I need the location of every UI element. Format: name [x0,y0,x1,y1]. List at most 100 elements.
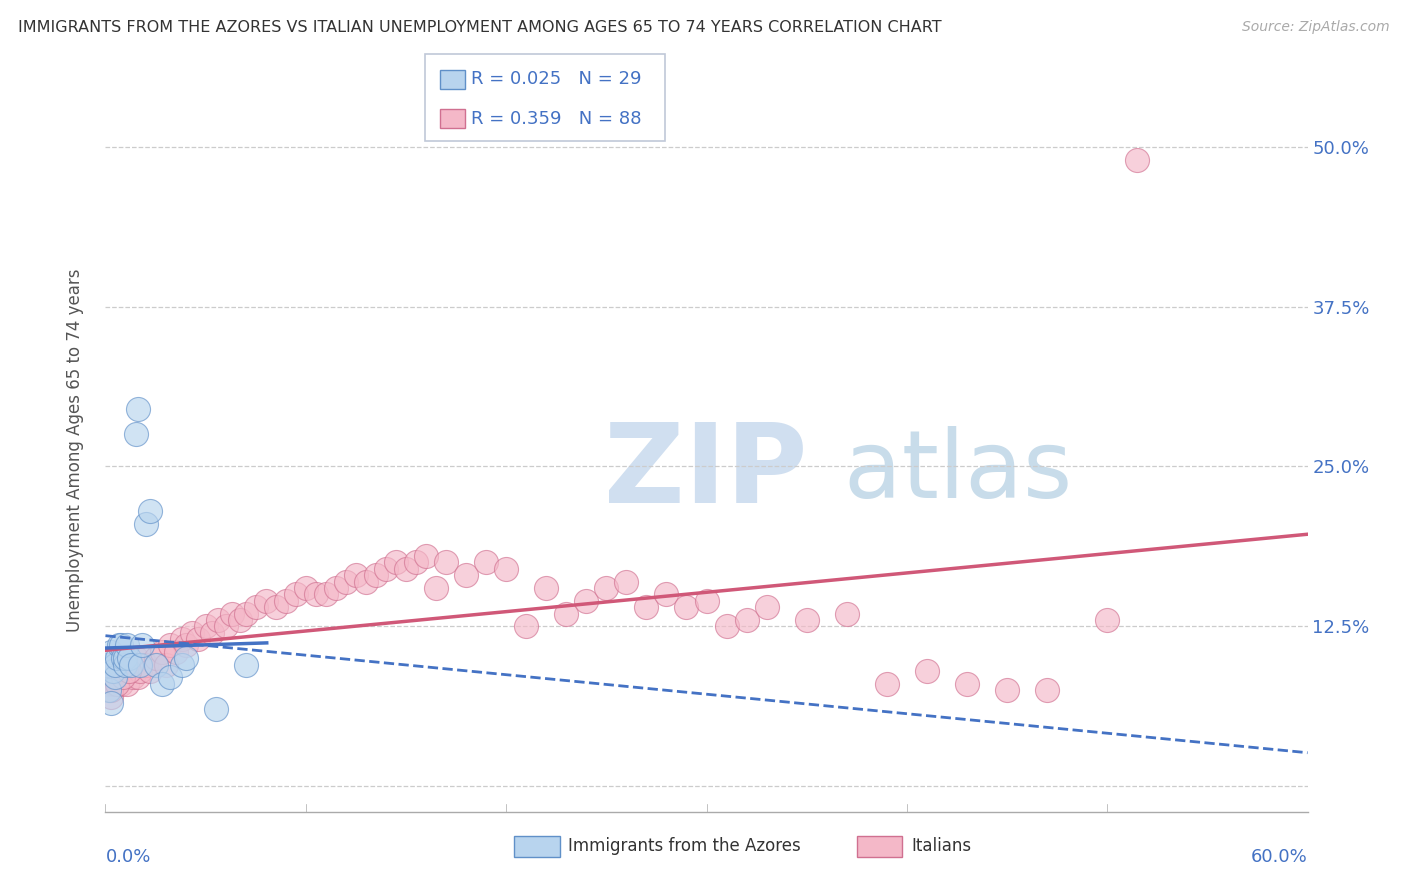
Point [100,696,122,710]
Point [475,555,498,569]
Point [98,683,121,698]
Point [1126,153,1149,167]
Point [118,664,141,678]
Point [108,639,131,653]
Point [124,651,146,665]
Point [1036,683,1059,698]
Point [274,593,297,607]
Point [796,613,818,627]
Text: 0.0%: 0.0% [105,847,150,865]
Point [100,645,122,659]
Point [124,427,146,442]
Point [118,651,141,665]
Point [214,619,236,633]
Point [104,670,127,684]
Point [456,568,478,582]
Point [425,581,447,595]
Point [110,639,132,653]
Point [117,677,139,691]
Point [180,625,202,640]
Point [344,568,367,582]
Point [221,607,243,621]
Point [716,619,738,633]
Point [107,677,129,691]
Text: atlas: atlas [605,426,1073,518]
Point [755,600,778,615]
Text: R = 0.025   N = 29: R = 0.025 N = 29 [471,70,641,88]
Point [112,651,135,665]
Point [1097,613,1119,627]
Point [155,657,177,672]
Point [128,664,150,678]
Point [121,657,143,672]
Y-axis label: Unemployment Among Ages 65 to 74 years: Unemployment Among Ages 65 to 74 years [66,268,84,632]
Point [131,651,153,665]
Point [170,632,193,646]
Text: IMMIGRANTS FROM THE AZORES VS ITALIAN UNEMPLOYMENT AMONG AGES 65 TO 74 YEARS COR: IMMIGRANTS FROM THE AZORES VS ITALIAN UN… [18,20,942,35]
Point [555,607,578,621]
Point [100,690,122,704]
Point [135,516,157,531]
Point [264,600,287,615]
Point [174,639,197,653]
Point [515,619,537,633]
Point [235,607,257,621]
Point [735,613,758,627]
Point [117,639,139,653]
Point [315,587,337,601]
Point [159,670,181,684]
Point [122,670,145,684]
Point [104,657,127,672]
Point [96,677,118,691]
Point [100,683,122,698]
Point [150,645,173,659]
Point [107,664,129,678]
Point [335,574,357,589]
Point [121,657,143,672]
Point [194,619,217,633]
Point [354,574,377,589]
Point [675,600,697,615]
Point [135,657,157,672]
Point [434,555,457,569]
Point [305,587,328,601]
Point [150,677,173,691]
Point [131,639,153,653]
Point [138,664,160,678]
Point [595,581,617,595]
Text: Source: ZipAtlas.com: Source: ZipAtlas.com [1241,20,1389,34]
Point [114,657,136,672]
Point [495,562,517,576]
Point [110,677,132,691]
Point [575,593,598,607]
Point [405,555,427,569]
Point [108,657,131,672]
Point [201,625,224,640]
Text: Italians: Italians [911,838,972,855]
Point [284,587,307,601]
Point [636,600,658,615]
Point [364,568,387,582]
Point [536,581,558,595]
Point [254,593,277,607]
Point [204,702,226,716]
Point [956,677,979,691]
Point [112,657,135,672]
Point [696,593,718,607]
Point [235,657,257,672]
Point [655,587,678,601]
Point [415,549,437,563]
Point [187,632,209,646]
Text: Immigrants from the Azores: Immigrants from the Azores [568,838,801,855]
Point [103,677,125,691]
Point [145,657,167,672]
Point [138,504,160,518]
Point [170,657,193,672]
Point [245,600,267,615]
Point [915,664,938,678]
Point [835,607,858,621]
Point [375,562,398,576]
Point [108,670,131,684]
Point [876,677,898,691]
Point [145,651,167,665]
